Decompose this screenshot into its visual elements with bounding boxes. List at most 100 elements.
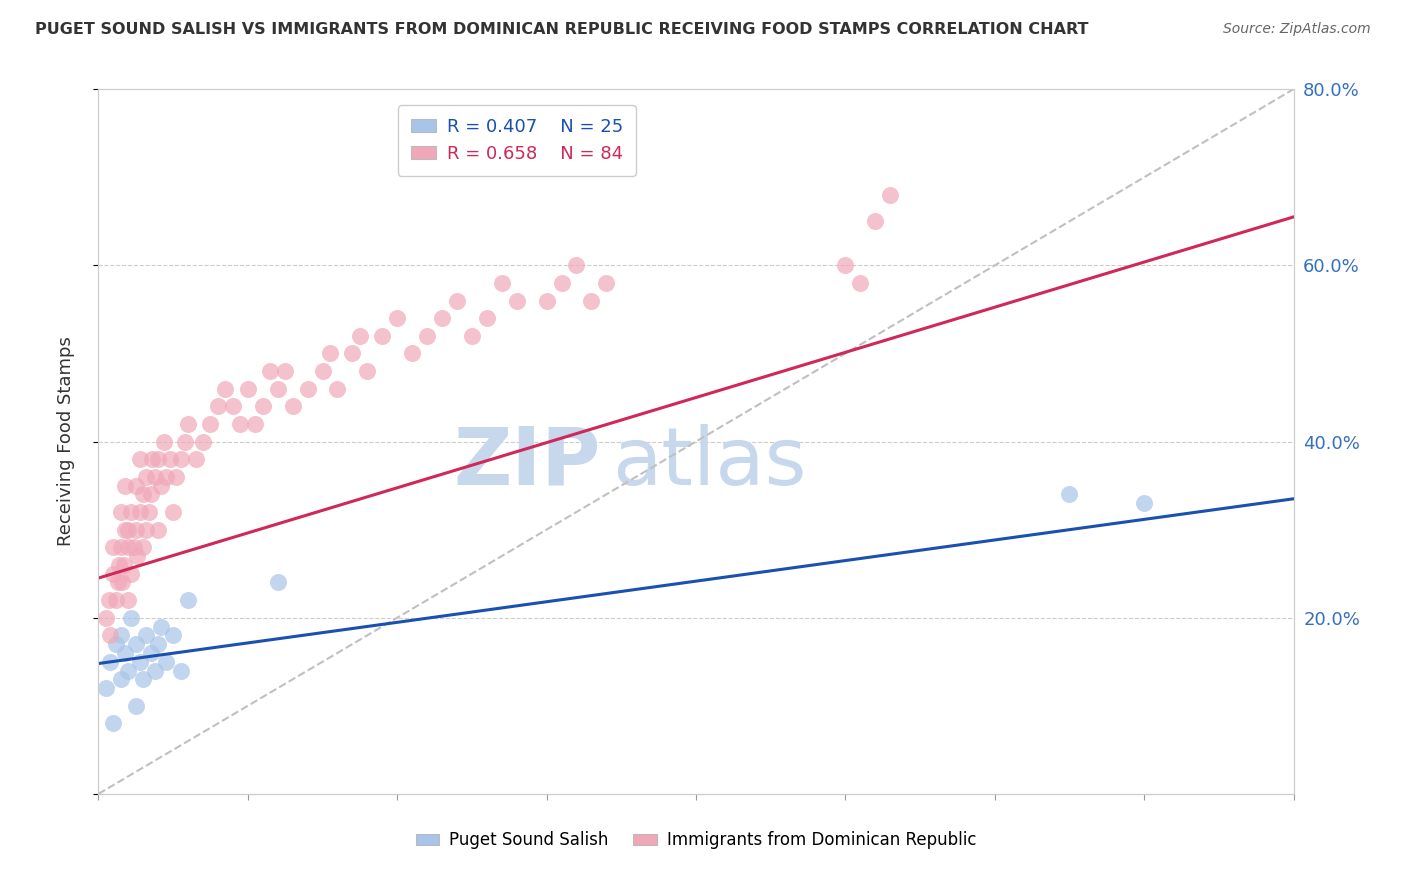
Point <box>356 364 378 378</box>
Point <box>117 664 139 678</box>
Point <box>120 566 142 581</box>
Legend: Puget Sound Salish, Immigrants from Dominican Republic: Puget Sound Salish, Immigrants from Domi… <box>409 825 983 856</box>
Point <box>135 469 157 483</box>
Point <box>879 187 901 202</box>
Point <box>162 628 184 642</box>
Point <box>125 523 148 537</box>
Point <box>105 637 128 651</box>
Point <box>865 214 887 228</box>
Point <box>132 540 155 554</box>
Point <box>1059 487 1081 501</box>
Point <box>267 575 290 590</box>
Point <box>595 276 617 290</box>
Point <box>107 575 129 590</box>
Point <box>342 346 364 360</box>
Point <box>97 593 120 607</box>
Point <box>127 549 149 563</box>
Point <box>177 593 200 607</box>
Point <box>132 487 155 501</box>
Point <box>132 673 155 687</box>
Y-axis label: Receiving Food Stamps: Receiving Food Stamps <box>56 336 75 547</box>
Point <box>155 469 177 483</box>
Point <box>110 628 132 642</box>
Point <box>165 469 187 483</box>
Point <box>148 523 170 537</box>
Point <box>139 646 162 660</box>
Point <box>141 452 163 467</box>
Point <box>214 382 236 396</box>
Point <box>129 452 152 467</box>
Point <box>117 540 139 554</box>
Point <box>125 478 148 492</box>
Point <box>120 505 142 519</box>
Point <box>1133 496 1156 510</box>
Point <box>274 364 297 378</box>
Point <box>114 523 136 537</box>
Point <box>94 610 117 624</box>
Point <box>222 399 245 413</box>
Point <box>536 293 558 308</box>
Point <box>401 346 423 360</box>
Point <box>506 293 529 308</box>
Point <box>125 637 148 651</box>
Point <box>159 452 181 467</box>
Point <box>138 505 160 519</box>
Point <box>349 328 371 343</box>
Text: atlas: atlas <box>613 424 807 501</box>
Point <box>281 399 304 413</box>
Point <box>103 716 125 731</box>
Text: ZIP: ZIP <box>453 424 600 501</box>
Point <box>177 417 200 431</box>
Point <box>139 487 162 501</box>
Point <box>150 619 173 633</box>
Point <box>94 681 117 696</box>
Point <box>105 593 128 607</box>
Point <box>150 478 173 492</box>
Point <box>446 293 468 308</box>
Point <box>108 558 131 572</box>
Point <box>174 434 197 449</box>
Point <box>416 328 439 343</box>
Point <box>169 664 191 678</box>
Point <box>135 628 157 642</box>
Point <box>111 575 134 590</box>
Point <box>297 382 319 396</box>
Point <box>98 655 122 669</box>
Point <box>124 540 146 554</box>
Point <box>207 399 229 413</box>
Point <box>245 417 267 431</box>
Point <box>153 434 176 449</box>
Point <box>169 452 191 467</box>
Point <box>148 637 170 651</box>
Point <box>267 382 290 396</box>
Point <box>581 293 603 308</box>
Point <box>98 628 122 642</box>
Point <box>155 655 177 669</box>
Point <box>110 540 132 554</box>
Point <box>129 505 152 519</box>
Point <box>191 434 214 449</box>
Point <box>117 593 139 607</box>
Point <box>259 364 281 378</box>
Point <box>117 523 139 537</box>
Point <box>110 505 132 519</box>
Text: Source: ZipAtlas.com: Source: ZipAtlas.com <box>1223 22 1371 37</box>
Point <box>143 664 166 678</box>
Point <box>849 276 872 290</box>
Point <box>491 276 513 290</box>
Point <box>148 452 170 467</box>
Point <box>834 258 856 272</box>
Point <box>311 364 333 378</box>
Point <box>112 558 135 572</box>
Point <box>461 328 484 343</box>
Point <box>114 478 136 492</box>
Point <box>319 346 342 360</box>
Point <box>371 328 394 343</box>
Point <box>200 417 222 431</box>
Point <box>236 382 259 396</box>
Point <box>135 523 157 537</box>
Point <box>103 566 125 581</box>
Point <box>565 258 588 272</box>
Point <box>110 673 132 687</box>
Point <box>114 646 136 660</box>
